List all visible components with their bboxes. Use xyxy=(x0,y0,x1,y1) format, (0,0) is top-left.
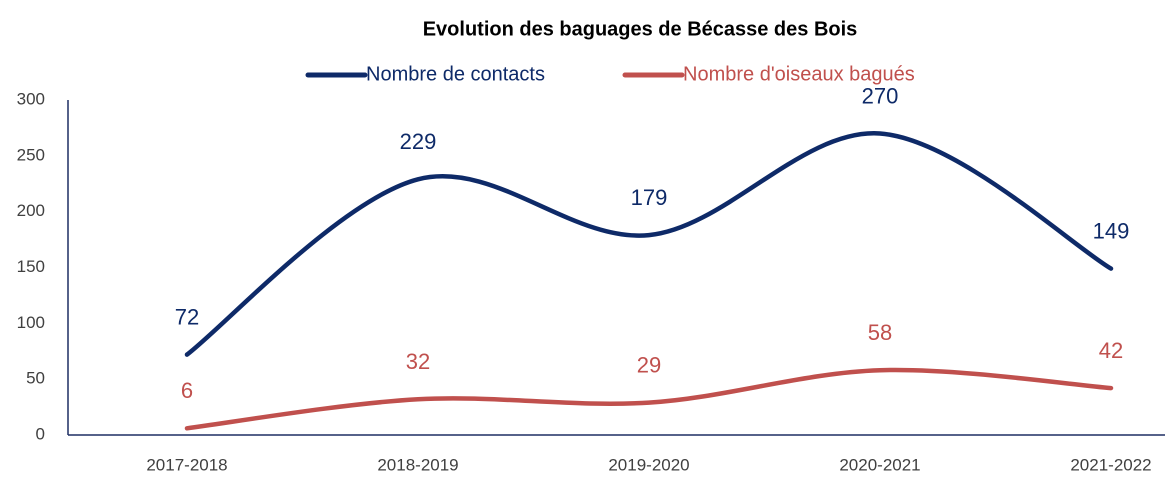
data-label: 149 xyxy=(1093,218,1130,243)
data-label: 6 xyxy=(181,378,193,403)
x-tick-label: 2019-2020 xyxy=(608,455,689,474)
y-tick-label: 0 xyxy=(36,424,45,443)
data-label: 229 xyxy=(400,129,437,154)
data-label: 58 xyxy=(868,320,892,345)
series-line xyxy=(184,367,1114,431)
y-tick-label: 300 xyxy=(17,89,45,108)
x-tick-label: 2017-2018 xyxy=(146,455,227,474)
y-tick-label: 50 xyxy=(26,369,45,388)
y-tick-label: 150 xyxy=(17,257,45,276)
data-label: 29 xyxy=(637,352,661,377)
data-label: 72 xyxy=(175,304,199,329)
x-tick-label: 2021-2022 xyxy=(1070,455,1151,474)
data-label: 270 xyxy=(862,83,899,108)
legend-label: Nombre d'oiseaux bagués xyxy=(683,63,915,85)
data-label: 179 xyxy=(631,185,668,210)
chart-title: Evolution des baguages de Bécasse des Bo… xyxy=(423,18,858,40)
y-tick-label: 100 xyxy=(17,313,45,332)
y-tick-label: 250 xyxy=(17,145,45,164)
data-label: 32 xyxy=(406,349,430,374)
y-tick-label: 200 xyxy=(17,201,45,220)
data-label: 42 xyxy=(1099,338,1123,363)
legend-label: Nombre de contacts xyxy=(366,63,545,85)
x-tick-label: 2018-2019 xyxy=(377,455,458,474)
series-line xyxy=(184,131,1114,357)
x-tick-label: 2020-2021 xyxy=(839,455,920,474)
